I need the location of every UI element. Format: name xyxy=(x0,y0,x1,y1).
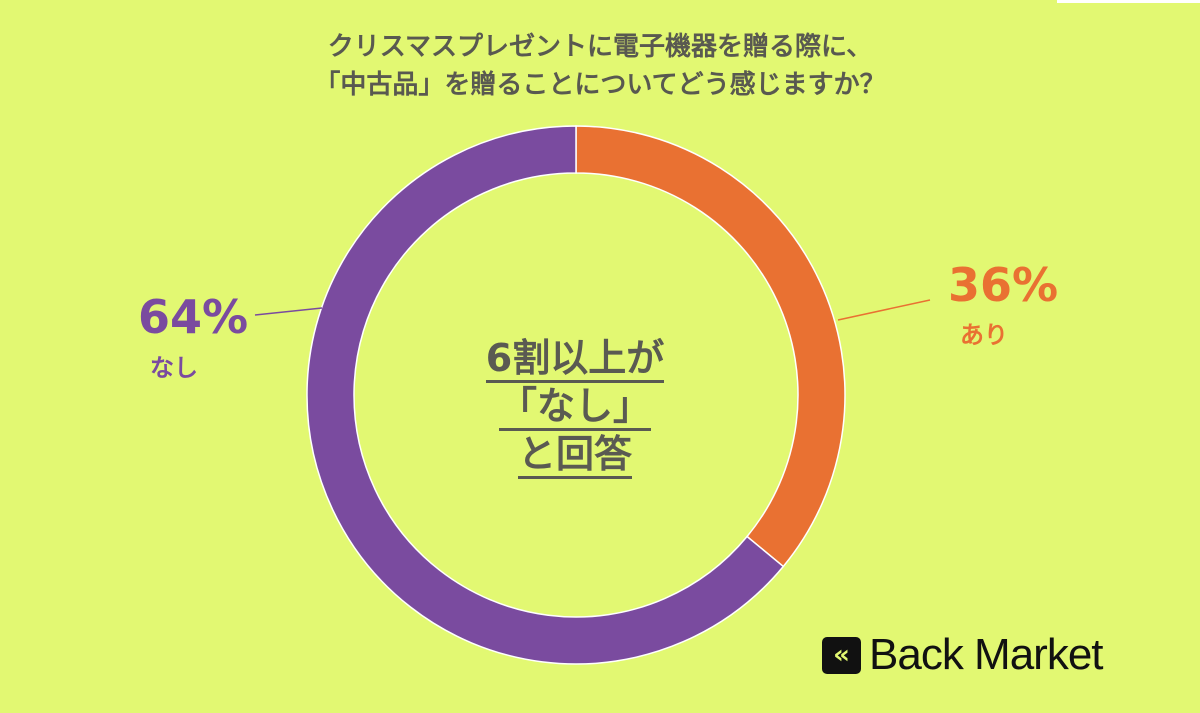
back-market-logo: « Back Market xyxy=(822,630,1104,680)
double-chevron-left-icon: « xyxy=(822,636,861,674)
title-line-1: クリスマスプレゼントに電子機器を贈る際に、 xyxy=(327,32,873,62)
label-nashi: なし xyxy=(150,354,198,382)
chart-title: クリスマスプレゼントに電子機器を贈る際に、 「中古品」を贈ることについてどう感じ… xyxy=(0,28,1200,104)
leader-line-nashi xyxy=(254,307,323,316)
leader-line-ari xyxy=(837,299,931,321)
corner-strip xyxy=(1057,0,1200,3)
label-nashi-percent: 64% xyxy=(138,290,249,344)
label-ari-percent: 36% xyxy=(948,258,1059,312)
center-line-2: 「なし」 xyxy=(498,384,651,431)
title-line-2: 「中古品」を贈ることについてどう感じますか？ xyxy=(314,70,886,100)
center-line-1: 6割以上が xyxy=(485,336,665,383)
brand-name: Back Market xyxy=(869,630,1104,679)
center-line-3: と回答 xyxy=(517,432,632,479)
donut-slice-nashi xyxy=(306,125,785,665)
label-ari: あり xyxy=(960,321,1008,349)
center-text: 6割以上が 「なし」 と回答 xyxy=(440,335,710,479)
